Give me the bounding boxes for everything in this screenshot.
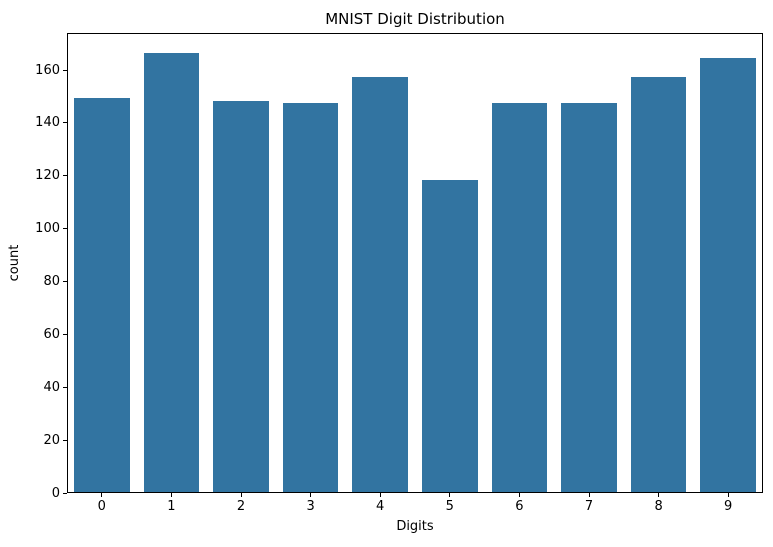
x-tickmark-1 [170, 493, 172, 497]
x-tick-label-0: 0 [97, 499, 106, 514]
x-tick-label-8: 8 [654, 499, 663, 514]
y-tick-label-100: 100 [35, 221, 60, 237]
x-tick-label-9: 9 [724, 499, 733, 514]
y-tick-label-60: 60 [43, 326, 60, 342]
y-tickmark-60 [63, 333, 67, 335]
x-tick-label-6: 6 [515, 499, 524, 514]
y-tick-label-120: 120 [35, 168, 60, 184]
x-tickmark-3 [310, 493, 312, 497]
x-tickmark-6 [518, 493, 520, 497]
y-tick-label-140: 140 [35, 115, 60, 131]
x-tickmark-8 [658, 493, 660, 497]
x-tick-label-2: 2 [236, 499, 246, 514]
bar-digit-2 [213, 100, 269, 492]
y-tick-label-80: 80 [43, 274, 60, 289]
plot-area [67, 33, 763, 493]
x-tick-label-1: 1 [167, 499, 176, 514]
chart-title: MNIST Digit Distribution [325, 10, 505, 28]
x-tick-label-3: 3 [306, 499, 315, 514]
bar-digit-6 [491, 103, 548, 492]
y-tick-label-0: 0 [51, 485, 60, 501]
y-tickmark-40 [63, 386, 67, 388]
bar-digit-1 [143, 53, 200, 492]
bar-digit-0 [73, 98, 130, 492]
bar-digit-9 [700, 58, 757, 492]
bar-digit-8 [630, 76, 687, 492]
x-tick-label-4: 4 [376, 499, 385, 514]
y-tickmark-100 [63, 228, 67, 230]
bar-digit-7 [561, 103, 617, 492]
x-axis-label: Digits [396, 519, 434, 534]
x-tickmark-9 [727, 493, 729, 497]
y-tick-label-160: 160 [35, 62, 60, 78]
y-tickmark-0 [63, 492, 67, 494]
y-tickmark-80 [63, 281, 67, 282]
x-tick-label-7: 7 [584, 499, 594, 514]
y-tick-label-20: 20 [43, 432, 60, 448]
y-tickmark-20 [63, 439, 67, 441]
x-tickmark-7 [588, 493, 590, 497]
y-tickmark-140 [63, 122, 67, 124]
bar-digit-4 [352, 76, 409, 492]
x-tickmark-2 [240, 493, 242, 497]
x-tickmark-0 [101, 493, 103, 497]
x-tickmark-5 [449, 493, 451, 497]
y-tickmark-120 [63, 175, 67, 177]
bar-digit-3 [282, 103, 339, 492]
y-tickmark-160 [63, 69, 67, 71]
x-tickmark-4 [379, 493, 381, 497]
bar-digit-5 [421, 180, 478, 492]
y-tick-label-40: 40 [43, 379, 60, 395]
x-tick-label-5: 5 [445, 499, 454, 514]
